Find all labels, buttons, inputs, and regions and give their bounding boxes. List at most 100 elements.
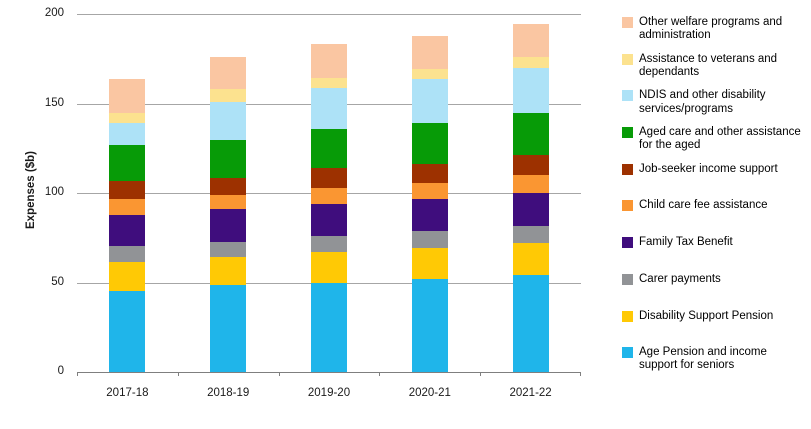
bar-segment-age-pension-and-income-support-for-seniors [411, 278, 448, 372]
bar-segment-disability-support-pension [411, 247, 448, 279]
bar-segment-other-welfare-programs-and-administration [311, 44, 347, 78]
legend-swatch-icon [622, 310, 633, 322]
bar-segment-aged-care-and-other-assistance-for-the-aged [311, 129, 347, 168]
bar-segment-family-tax-benefit [411, 199, 448, 231]
bar-segment-child-care-fee-assistance [210, 194, 247, 210]
bar-segment-assistance-to-veterans-and-dependants [411, 68, 448, 80]
bar-segment-ndis-and-other-disability-services-programs [512, 67, 549, 114]
bar-segment-assistance-to-veterans-and-dependants [512, 57, 549, 68]
bar-segment-disability-support-pension [109, 261, 146, 291]
bar-segment-assistance-to-veterans-and-dependants [109, 112, 146, 124]
bar-2017-18 [109, 79, 146, 372]
gridline-200 [77, 14, 581, 15]
legend-label: Disability Support Pension [639, 309, 774, 322]
y-tick-label-0: 0 [57, 365, 64, 377]
bar-segment-family-tax-benefit [109, 214, 146, 246]
legend-label: Family Tax Benefit [639, 236, 733, 249]
x-axis-tickmark [580, 372, 581, 376]
bar-2021-22 [512, 23, 549, 372]
plot-area [77, 14, 581, 376]
bar-segment-age-pension-and-income-support-for-seniors [512, 275, 549, 372]
x-tick-label-2021-22: 2021-22 [509, 387, 552, 399]
legend-item: Aged care and other assistance for the a… [622, 126, 808, 163]
x-tick-label-2018-19: 2018-19 [207, 387, 250, 399]
bar-segment-other-welfare-programs-and-administration [109, 79, 146, 113]
legend-label: Age Pension and income support for senio… [639, 346, 767, 372]
legend-item: Family Tax Benefit [622, 236, 808, 273]
x-tick-label-2020-21: 2020-21 [408, 387, 451, 399]
bar-2019-20 [311, 44, 347, 372]
bar-segment-carer-payments [109, 245, 146, 262]
x-axis-tickmark [278, 372, 280, 376]
bar-segment-carer-payments [411, 230, 448, 248]
bar-segment-child-care-fee-assistance [109, 199, 146, 215]
bar-segment-job-seeker-income-support [512, 155, 549, 176]
bar-segment-assistance-to-veterans-and-dependants [311, 77, 347, 89]
bar-segment-family-tax-benefit [210, 209, 247, 243]
bar-segment-job-seeker-income-support [109, 180, 146, 200]
bar-segment-age-pension-and-income-support-for-seniors [311, 283, 347, 372]
bar-2020-21 [411, 35, 448, 372]
bar-segment-child-care-fee-assistance [311, 187, 347, 204]
legend-item: Other welfare programs and administratio… [622, 16, 808, 53]
legend-item: Job-seeker income support [622, 163, 808, 200]
bar-segment-ndis-and-other-disability-services-programs [210, 101, 247, 141]
bar-segment-ndis-and-other-disability-services-programs [311, 88, 347, 130]
y-tick-label-100: 100 [44, 186, 64, 198]
x-axis-tickmark [177, 372, 179, 376]
bar-segment-other-welfare-programs-and-administration [411, 35, 448, 69]
bar-segment-age-pension-and-income-support-for-seniors [210, 285, 247, 372]
bar-segment-other-welfare-programs-and-administration [210, 57, 247, 90]
bar-segment-ndis-and-other-disability-services-programs [411, 79, 448, 124]
legend-item: Child care fee assistance [622, 199, 808, 236]
legend: Other welfare programs and administratio… [622, 16, 808, 383]
legend-swatch-icon [622, 53, 633, 65]
legend-label: Carer payments [639, 272, 721, 285]
legend-swatch-icon [622, 17, 633, 28]
bar-segment-job-seeker-income-support [311, 167, 347, 188]
legend-swatch-icon [622, 347, 633, 359]
x-axis-tickmark [77, 372, 78, 376]
bar-segment-carer-payments [512, 226, 549, 244]
bar-segment-aged-care-and-other-assistance-for-the-aged [109, 144, 146, 181]
legend-swatch-icon [622, 127, 633, 139]
bar-segment-job-seeker-income-support [210, 177, 247, 195]
bar-segment-aged-care-and-other-assistance-for-the-aged [512, 113, 549, 156]
legend-item: Age Pension and income support for senio… [622, 346, 808, 383]
bar-segment-family-tax-benefit [512, 193, 549, 227]
bar-segment-assistance-to-veterans-and-dependants [210, 89, 247, 102]
legend-label: Job-seeker income support [639, 162, 778, 175]
legend-item: Assistance to veterans and dependants [622, 53, 808, 90]
legend-swatch-icon [622, 90, 633, 102]
legend-swatch-icon [622, 273, 633, 285]
bar-segment-age-pension-and-income-support-for-seniors [109, 290, 146, 372]
x-axis-tickmark [379, 372, 381, 376]
y-tick-label-50: 50 [51, 275, 64, 288]
y-tick-label-200: 200 [44, 7, 64, 19]
bar-segment-carer-payments [311, 235, 347, 253]
legend-label: NDIS and other disability services/progr… [639, 89, 766, 115]
legend-label: Child care fee assistance [639, 199, 768, 212]
bar-segment-job-seeker-income-support [411, 164, 448, 184]
legend-label: Other welfare programs and administratio… [639, 16, 783, 42]
bar-segment-family-tax-benefit [311, 203, 347, 236]
bar-segment-aged-care-and-other-assistance-for-the-aged [411, 123, 448, 165]
bar-segment-child-care-fee-assistance [512, 175, 549, 194]
bar-segment-ndis-and-other-disability-services-programs [109, 123, 146, 145]
legend-item: NDIS and other disability services/progr… [622, 89, 808, 126]
bar-segment-disability-support-pension [512, 243, 549, 276]
legend-label: Aged care and other assistance for the a… [639, 126, 801, 152]
bar-segment-disability-support-pension [311, 252, 347, 284]
x-tick-label-2019-20: 2019-20 [307, 387, 351, 399]
bar-segment-carer-payments [210, 242, 247, 258]
x-axis-tickmark [480, 372, 482, 376]
legend-swatch-icon [622, 163, 633, 175]
legend-swatch-icon [622, 200, 633, 212]
bar-2018-19 [210, 57, 247, 372]
bar-segment-disability-support-pension [210, 257, 247, 286]
legend-label: Assistance to veterans and dependants [639, 52, 778, 78]
legend-item: Carer payments [622, 273, 808, 310]
bar-segment-other-welfare-programs-and-administration [512, 23, 549, 57]
y-tick-label-150: 150 [44, 96, 64, 109]
bar-segment-child-care-fee-assistance [411, 183, 448, 200]
